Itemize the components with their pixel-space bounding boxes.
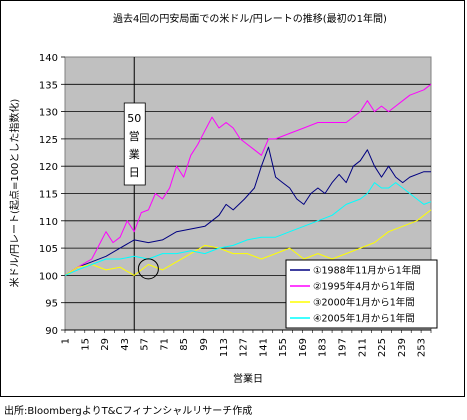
x-tick-label: 1 bbox=[61, 338, 72, 344]
x-tick-label: 183 bbox=[318, 338, 329, 357]
x-tick-label: 15 bbox=[80, 338, 91, 351]
x-tick-label: 113 bbox=[219, 338, 230, 357]
x-tick-label: 43 bbox=[120, 338, 131, 351]
series-lines bbox=[64, 83, 432, 276]
x-tick-label: 225 bbox=[377, 338, 388, 357]
x-tick-label: 71 bbox=[159, 338, 170, 351]
y-tick-label: 110 bbox=[39, 217, 58, 228]
day-50-label-box bbox=[123, 102, 146, 186]
chart-title: 過去4回の円安局面での米ドル/円レートの推移(最初の1年間) bbox=[113, 12, 387, 25]
y-tick-label: 100 bbox=[39, 271, 58, 282]
x-tick-label: 197 bbox=[337, 338, 348, 357]
y-tick-label: 105 bbox=[39, 244, 58, 255]
y-tick-label: 95 bbox=[45, 299, 58, 310]
day-50-label-char: 業 bbox=[129, 148, 140, 161]
legend-box bbox=[285, 259, 438, 329]
y-tick-label: 115 bbox=[39, 190, 58, 201]
x-axis-label: 営業日 bbox=[233, 372, 263, 385]
x-tick-label: 57 bbox=[140, 338, 151, 351]
day-50-label-char: 50 bbox=[127, 112, 141, 125]
series-line-4 bbox=[64, 182, 432, 276]
y-tick-label: 135 bbox=[39, 80, 58, 91]
legend: ①1988年11月から1年間 ②1995年4月から1年間 ③2000年1月から1年間… bbox=[285, 259, 438, 329]
legend-label-2: ②1995年4月から1年間 bbox=[313, 281, 415, 293]
x-tick-label: 85 bbox=[179, 338, 190, 351]
day-50-label-char: 日 bbox=[129, 166, 140, 179]
x-tick-label: 141 bbox=[258, 338, 269, 357]
source-note: 出所:BloombergよりT&Cフィナンシャルリサーチ作成 bbox=[4, 406, 253, 417]
x-tick-label: 99 bbox=[199, 338, 210, 351]
legend-label-3: ③2000年1月から1年間 bbox=[313, 297, 415, 309]
x-tick-label: 239 bbox=[397, 338, 408, 357]
x-tick-label: 127 bbox=[239, 338, 250, 357]
x-tick-label: 253 bbox=[417, 338, 428, 357]
x-axis-ticks: 1 15 29 43 57 71 85 99 113 127 141 155 169 183 197 211 2… bbox=[61, 329, 432, 357]
highlight-circle bbox=[137, 258, 159, 280]
x-tick-label: 29 bbox=[100, 338, 111, 351]
y-axis-label: 米ドル/円レート(起点=100とした指数化) bbox=[8, 99, 21, 288]
y-tick-label: 140 bbox=[39, 53, 58, 64]
series-line-2 bbox=[64, 83, 432, 276]
y-axis-ticks: 90 95 100 105 110 115 120 125 130 135 140 bbox=[39, 53, 65, 337]
x-tick-label: 211 bbox=[357, 338, 368, 357]
x-tick-label: 169 bbox=[298, 338, 309, 357]
y-tick-label: 130 bbox=[39, 108, 58, 119]
day-50-label: 50 営業日 bbox=[127, 112, 141, 179]
y-tick-label: 120 bbox=[39, 162, 58, 173]
x-tick-label: 155 bbox=[278, 338, 289, 357]
y-tick-label: 90 bbox=[45, 326, 58, 337]
series-line-1 bbox=[64, 146, 431, 276]
legend-label-1: ①1988年11月から1年間 bbox=[313, 265, 421, 277]
chart: 過去4回の円安局面での米ドル/円レートの推移(最初の1年間) 90 95 100 10… bbox=[8, 12, 438, 385]
series-line-3 bbox=[64, 209, 432, 276]
day-50-label-char: 営 bbox=[129, 129, 140, 143]
legend-label-4: ④2005年1月から1年間 bbox=[313, 313, 415, 325]
y-tick-label: 125 bbox=[39, 135, 58, 146]
